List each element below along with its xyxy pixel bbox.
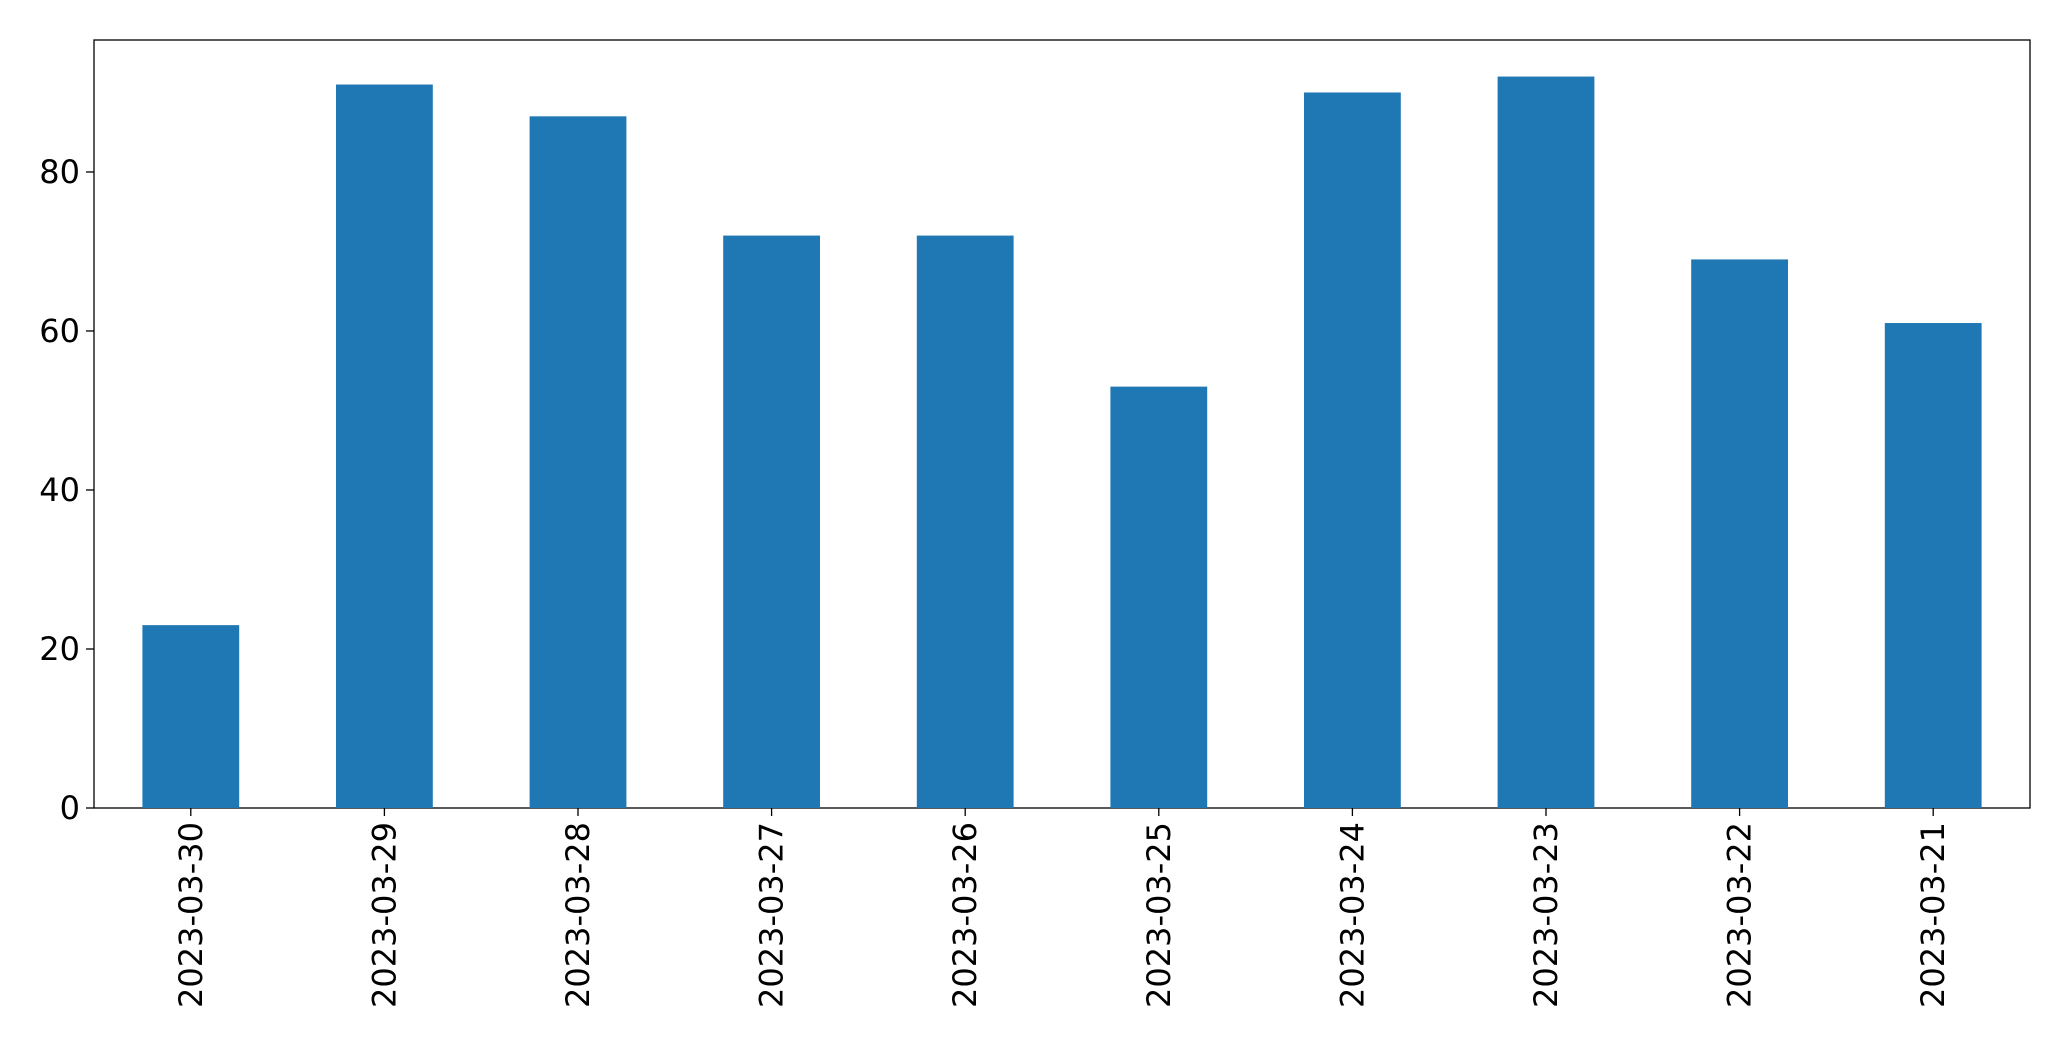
y-tick-label: 60 <box>39 312 80 350</box>
y-tick-label: 80 <box>39 153 80 191</box>
x-tick-label: 2023-03-29 <box>365 822 403 1008</box>
bar <box>142 625 240 808</box>
x-tick-label: 2023-03-28 <box>559 822 597 1008</box>
x-tick-label: 2023-03-25 <box>1140 822 1178 1008</box>
x-tick-label: 2023-03-23 <box>1527 822 1565 1008</box>
bar <box>336 84 433 809</box>
bar <box>723 235 820 808</box>
y-tick-label: 40 <box>39 471 80 509</box>
bar <box>1884 323 1982 808</box>
bar <box>1691 259 1788 808</box>
bar <box>916 235 1014 808</box>
x-tick-label: 2023-03-30 <box>172 822 210 1008</box>
plot-frame <box>93 39 2031 809</box>
bar <box>1304 92 1401 808</box>
x-tick-label: 2023-03-27 <box>753 822 791 1008</box>
y-tick-label: 20 <box>39 630 80 668</box>
bar <box>1110 386 1208 808</box>
x-tick-label: 2023-03-22 <box>1721 822 1759 1008</box>
bar <box>529 116 627 808</box>
bar <box>1497 76 1595 809</box>
x-tick-label: 2023-03-26 <box>946 822 984 1008</box>
x-tick-label: 2023-03-21 <box>1914 822 1952 1008</box>
x-tick-label: 2023-03-24 <box>1333 822 1371 1008</box>
y-tick-label: 0 <box>60 789 80 827</box>
